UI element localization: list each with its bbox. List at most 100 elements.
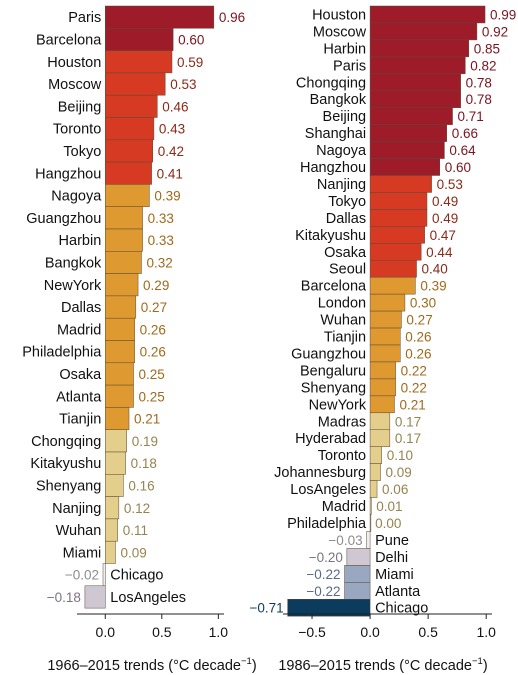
- bar-tianjin: [105, 407, 130, 430]
- category-label: Toronto: [53, 122, 101, 138]
- value-label: 0.40: [422, 262, 448, 277]
- value-label: 0.17: [395, 431, 421, 446]
- value-label: 0.85: [474, 41, 500, 56]
- bar-toronto: [105, 117, 155, 141]
- x-tick-label: 0.5: [152, 624, 172, 640]
- bar-miami: [344, 565, 371, 583]
- bar-harbin: [105, 228, 143, 252]
- category-label: Miami: [375, 567, 414, 583]
- category-label: Houston: [47, 55, 101, 71]
- value-label: −0.71: [249, 601, 283, 616]
- category-label: Paris: [68, 10, 101, 26]
- value-label: −0.03: [328, 533, 362, 548]
- bar-miami: [105, 540, 116, 564]
- value-label: 0.78: [466, 75, 492, 90]
- value-label: 0.21: [399, 397, 425, 412]
- bar-bangkok: [369, 90, 461, 108]
- bar-atlanta: [105, 384, 134, 408]
- bar-barcelona: [369, 276, 416, 295]
- value-label: 0.39: [154, 189, 180, 204]
- category-label: Harbin: [59, 233, 102, 249]
- category-label: Seoul: [329, 262, 366, 278]
- value-label: 0.33: [148, 211, 174, 226]
- category-label: Hangzhou: [35, 166, 101, 182]
- category-label: Madras: [318, 414, 366, 430]
- value-label: 0.26: [405, 346, 431, 361]
- category-label: Barcelona: [301, 279, 367, 295]
- value-label: −0.22: [306, 584, 340, 599]
- category-label: Pune: [375, 533, 409, 549]
- value-label: 0.46: [162, 99, 188, 114]
- category-label: Chicago: [375, 601, 428, 617]
- value-label: 0.16: [128, 478, 154, 493]
- category-label: Barcelona: [36, 32, 102, 48]
- bar-dallas: [105, 295, 137, 319]
- value-label: 0.59: [177, 55, 203, 70]
- category-label: Kitakyushu: [30, 456, 101, 472]
- bar-atlanta: [344, 582, 371, 600]
- bar-chongqing: [105, 429, 128, 453]
- value-label: 0.53: [170, 77, 196, 92]
- category-label: Philadelphia: [287, 516, 367, 532]
- bar-seoul: [369, 260, 417, 278]
- category-label: Beijing: [58, 99, 102, 115]
- value-label: 0.60: [178, 32, 204, 47]
- bar-beijing: [105, 94, 158, 118]
- bar-nagoya: [369, 141, 445, 159]
- value-label: 0.41: [157, 166, 183, 181]
- category-label: Toronto: [318, 448, 366, 464]
- panel-1: Paris 0.96 Barcelona 0.60 Houston 0.59 Moscow 0…: [22, 5, 257, 674]
- bar-nagoya: [105, 184, 150, 207]
- value-label: −0.20: [309, 550, 343, 565]
- value-label: −0.18: [47, 590, 81, 605]
- category-label: Dallas: [326, 211, 366, 227]
- bar-madrid: [105, 317, 135, 341]
- value-label: 0.30: [410, 296, 436, 311]
- bar-moscow: [105, 72, 166, 96]
- bar-wuhan: [369, 310, 402, 329]
- category-label: Shenyang: [301, 380, 366, 396]
- value-label: 0.11: [123, 523, 148, 538]
- bar-chicago: [102, 563, 106, 587]
- category-label: LosAngeles: [110, 590, 186, 606]
- bar-harbin: [369, 39, 470, 58]
- value-label: 0.49: [432, 194, 458, 209]
- bar-losangeles: [84, 585, 106, 609]
- category-label: Nagoya: [51, 189, 102, 205]
- bar-madras: [369, 412, 391, 430]
- x-tick-label: 1.0: [209, 624, 229, 640]
- bar-houston: [105, 50, 173, 74]
- category-label: Bengaluru: [300, 363, 366, 379]
- category-label: Moscow: [313, 24, 367, 40]
- bar-bengaluru: [369, 361, 396, 380]
- value-label: 0.99: [490, 7, 516, 22]
- value-label: −0.02: [65, 568, 99, 583]
- value-label: 0.22: [401, 380, 427, 395]
- x-tick-label: 0.5: [418, 624, 438, 640]
- value-label: 0.26: [140, 345, 166, 360]
- category-label: Bangkok: [45, 255, 102, 271]
- value-label: 0.53: [437, 177, 463, 192]
- value-label: 0.21: [134, 412, 160, 427]
- category-label: Atlanta: [375, 584, 421, 600]
- value-label: 0.06: [382, 482, 408, 497]
- bar-pune: [366, 531, 371, 549]
- bar-kitakyushu: [105, 451, 126, 475]
- category-label: Shenyang: [36, 478, 101, 494]
- category-label: LosAngeles: [290, 482, 366, 498]
- category-label: Beijing: [323, 109, 367, 125]
- category-label: Wuhan: [56, 523, 102, 539]
- bar-losangeles: [369, 480, 378, 498]
- bar-philadelphia: [369, 514, 372, 532]
- bar-osaka: [105, 362, 134, 386]
- bar-beijing: [369, 107, 453, 125]
- bar-shenyang: [105, 474, 124, 497]
- category-label: Tokyo: [328, 194, 366, 210]
- category-label: Nagoya: [316, 143, 367, 159]
- panel-2: Houston 0.99 Moscow 0.92 Harbin 0.85 Paris 0.82…: [249, 5, 516, 674]
- category-label: Wuhan: [320, 313, 366, 329]
- category-label: Osaka: [324, 245, 367, 261]
- bar-delhi: [346, 548, 371, 566]
- value-label: 0.39: [420, 279, 446, 294]
- bar-philadelphia: [105, 340, 135, 364]
